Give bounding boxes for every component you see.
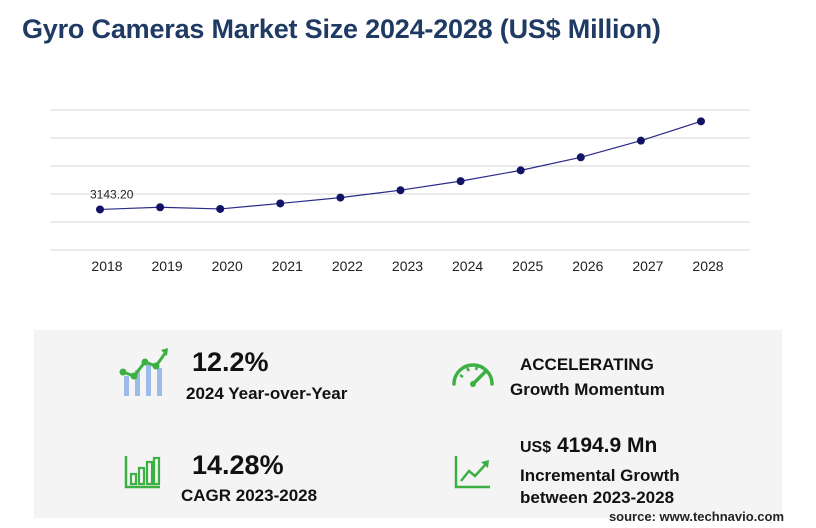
data-point-2020: [216, 204, 225, 213]
x-tick-label-2026: 2026: [572, 258, 603, 274]
data-point-2022: [336, 193, 345, 202]
data-label: 3143.20: [90, 187, 134, 201]
x-tick-label-2020: 2020: [212, 258, 243, 274]
data-point-2023: [396, 186, 405, 195]
x-tick-label-2021: 2021: [272, 258, 303, 274]
x-tick-label-2023: 2023: [392, 258, 423, 274]
x-tick-label-2022: 2022: [332, 258, 363, 274]
x-tick-label-2018: 2018: [91, 258, 122, 274]
incremental-line2: between 2023-2028: [520, 488, 675, 507]
momentum-line2: Growth Momentum: [510, 380, 665, 399]
x-tick-label-2024: 2024: [452, 258, 483, 274]
data-point-2024: [456, 177, 465, 186]
data-point-2018: [96, 205, 104, 214]
incremental-line1: Incremental Growth: [520, 466, 680, 485]
cagr-label: CAGR 2023-2028: [181, 486, 318, 505]
yoy-value: 12.2%: [192, 347, 269, 377]
x-tick-label-2028: 2028: [692, 258, 723, 274]
momentum-line1: ACCELERATING: [520, 355, 654, 374]
data-point-2025: [516, 166, 525, 175]
incremental-value: 4194.9 Mn: [556, 434, 658, 457]
x-tick-label-2027: 2027: [632, 258, 663, 274]
x-tick-label-2025: 2025: [512, 258, 543, 274]
trend-line-icon: [454, 456, 490, 489]
data-point-2019: [156, 203, 165, 212]
data-point-2028: [697, 117, 705, 126]
yoy-label: 2024 Year-over-Year: [186, 384, 348, 403]
speedometer-icon: [452, 363, 494, 387]
data-point-2027: [636, 136, 645, 145]
chart-title: Gyro Cameras Market Size 2024-2028 (US$ …: [22, 14, 661, 44]
bar-chart-icon: [124, 456, 161, 489]
source-credit: source: www.technavio.com: [608, 509, 784, 524]
incremental-amount: US$ 4194.9 Mn: [520, 434, 657, 458]
line-chart: 2018 2019 2020 2021 2022 2023 2024 2025 2026 2027…: [50, 109, 750, 274]
incremental-currency: US$: [520, 439, 552, 456]
cagr-value: 14.28%: [192, 450, 284, 480]
x-tick-label-2019: 2019: [152, 258, 183, 274]
data-point-2021: [276, 199, 285, 208]
growth-chart-icon: [119, 348, 168, 396]
series-line: [99, 120, 702, 211]
data-point-2026: [576, 153, 585, 162]
